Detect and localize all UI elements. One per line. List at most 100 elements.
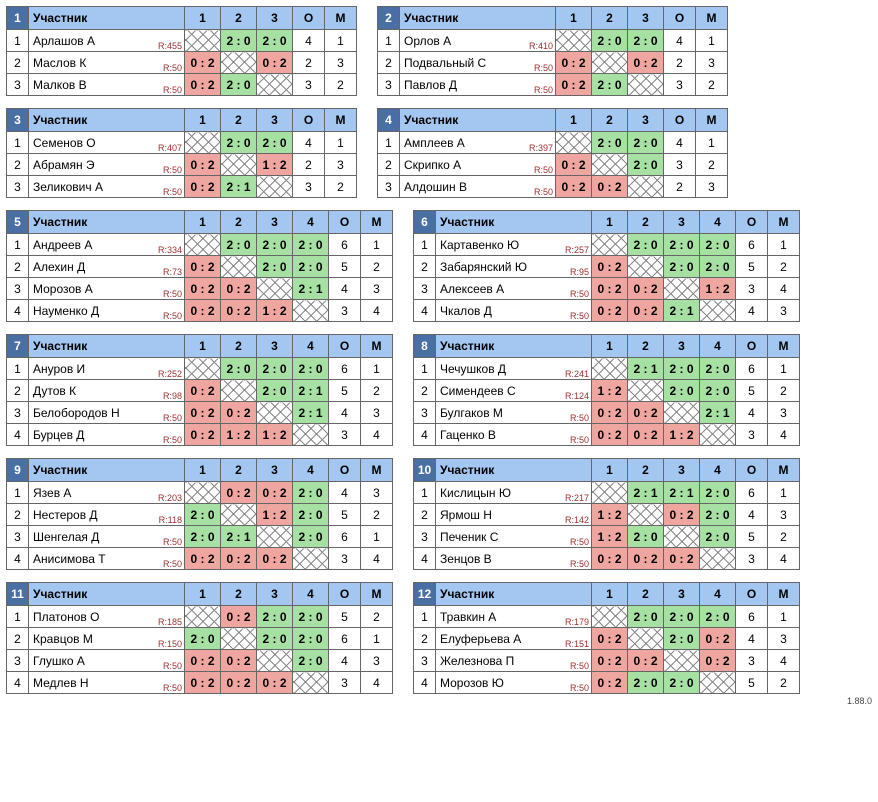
header-participant: Участник [29,335,185,358]
score-self [185,358,221,380]
player-row: 3Морозов АR:500 : 20 : 22 : 143 [7,278,393,300]
header-col-4: 4 [700,211,736,234]
score-self [700,548,736,570]
points-O: 4 [329,278,361,300]
player-name: Морозов ЮR:50 [436,672,592,694]
group-table: 12Участник1234ОМ1Травкин АR:1792 : 02 : … [413,582,800,694]
score-cell: 0 : 2 [257,52,293,74]
score-cell: 2 : 0 [592,132,628,154]
player-name: Гаценко ВR:50 [436,424,592,446]
player-row: 4Бурцев ДR:500 : 21 : 21 : 234 [7,424,393,446]
points-O: 4 [293,132,325,154]
player-rating: R:334 [158,245,182,255]
player-rating: R:73 [163,267,182,277]
score-cell: 2 : 1 [700,402,736,424]
player-row: 2Абрамян ЭR:500 : 21 : 223 [7,154,357,176]
player-name: Чкалов ДR:50 [436,300,592,322]
player-row: 3Белобородов НR:500 : 20 : 22 : 143 [7,402,393,424]
player-rating: R:185 [158,617,182,627]
player-name: Маслов КR:50 [29,52,185,74]
player-index: 2 [7,52,29,74]
header-M: М [361,583,393,606]
player-rating: R:50 [534,85,553,95]
header-M: М [768,335,800,358]
header-M: М [361,335,393,358]
player-rating: R:217 [565,493,589,503]
group-table: 8Участник1234ОМ1Чечушков ДR:2412 : 12 : … [413,334,800,446]
player-name-text: Нестеров Д [33,508,98,522]
points-O: 4 [329,482,361,504]
score-cell: 2 : 1 [293,278,329,300]
player-index: 2 [378,154,400,176]
player-name: Арлашов АR:455 [29,30,185,52]
score-cell: 2 : 1 [293,402,329,424]
score-cell: 2 : 0 [700,256,736,278]
header-col-2: 2 [221,211,257,234]
player-name: Картавенко ЮR:257 [436,234,592,256]
points-O: 3 [329,672,361,694]
place-M: 3 [768,628,800,650]
score-cell: 2 : 0 [257,628,293,650]
header-O: О [329,335,361,358]
place-M: 2 [325,176,357,198]
player-index: 1 [7,358,29,380]
score-cell: 0 : 2 [185,424,221,446]
player-rating: R:407 [158,143,182,153]
player-name: Забарянский ЮR:95 [436,256,592,278]
score-cell: 2 : 0 [664,672,700,694]
score-self [592,52,628,74]
score-cell: 0 : 2 [185,176,221,198]
score-cell: 1 : 2 [592,504,628,526]
group-number: 4 [378,109,400,132]
player-index: 1 [7,234,29,256]
score-cell: 2 : 0 [628,606,664,628]
score-cell: 2 : 0 [628,154,664,176]
player-rating: R:118 [159,515,182,525]
score-self [628,74,664,96]
score-self [185,482,221,504]
score-self [700,672,736,694]
score-cell: 1 : 2 [700,278,736,300]
header-col-1: 1 [592,335,628,358]
score-cell: 2 : 0 [257,256,293,278]
score-cell: 0 : 2 [628,402,664,424]
header-col-3: 3 [664,583,700,606]
score-cell: 2 : 1 [628,358,664,380]
header-col-4: 4 [700,583,736,606]
header-col-1: 1 [185,7,221,30]
player-name: Кислицын ЮR:217 [436,482,592,504]
score-cell: 2 : 0 [221,358,257,380]
score-cell: 2 : 0 [664,256,700,278]
score-cell: 0 : 2 [700,628,736,650]
header-col-2: 2 [221,459,257,482]
header-col-1: 1 [592,211,628,234]
score-cell: 0 : 2 [185,256,221,278]
score-cell: 2 : 0 [664,628,700,650]
header-col-1: 1 [185,109,221,132]
points-O: 5 [329,606,361,628]
score-self [185,30,221,52]
score-cell: 2 : 0 [700,504,736,526]
score-cell: 1 : 2 [592,526,628,548]
score-cell: 2 : 0 [293,606,329,628]
player-row: 2Ярмош НR:1421 : 20 : 22 : 043 [414,504,800,526]
points-O: 6 [329,234,361,256]
header-O: О [329,211,361,234]
points-O: 3 [664,74,696,96]
score-self [293,672,329,694]
player-name-text: Язев А [33,486,71,500]
player-index: 2 [414,256,436,278]
group-number: 1 [7,7,29,30]
header-O: О [736,459,768,482]
group-table: 3Участник123ОМ1Семенов ОR:4072 : 02 : 04… [6,108,357,198]
player-name-text: Скрипко А [404,158,461,172]
score-cell: 2 : 0 [293,504,329,526]
score-cell: 2 : 0 [293,482,329,504]
score-cell: 2 : 1 [293,380,329,402]
place-M: 1 [325,30,357,52]
header-participant: Участник [436,459,592,482]
header-O: О [736,583,768,606]
player-row: 2Маслов КR:500 : 20 : 223 [7,52,357,74]
header-M: М [361,459,393,482]
score-cell: 0 : 2 [185,402,221,424]
